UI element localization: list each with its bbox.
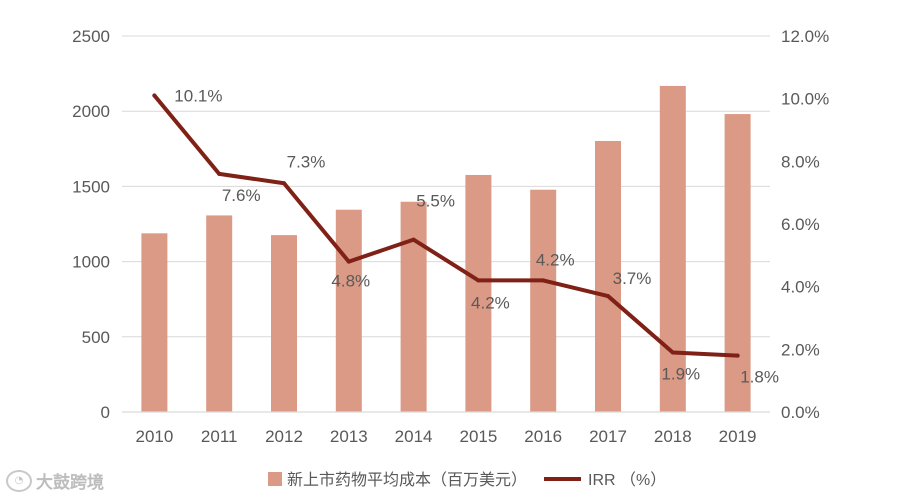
- x-tick-label: 2019: [719, 427, 757, 446]
- x-tick-label: 2010: [135, 427, 173, 446]
- bar: [400, 201, 427, 412]
- irr-point: [346, 259, 351, 264]
- irr-data-label: 10.1%: [174, 87, 222, 106]
- legend-line-label: IRR （%）: [588, 471, 666, 489]
- line-series: [152, 93, 740, 358]
- bar: [335, 209, 362, 412]
- y-right-tick-label: 10.0%: [781, 90, 829, 109]
- irr-point: [735, 353, 740, 358]
- y-left-tick-label: 0: [101, 403, 110, 422]
- y-left-tick-label: 1000: [72, 253, 110, 272]
- irr-point: [217, 171, 222, 176]
- y-left-tick-label: 500: [82, 328, 110, 347]
- irr-data-label: 3.7%: [613, 269, 652, 288]
- y-left-tick-label: 2500: [72, 27, 110, 46]
- bar: [465, 174, 492, 412]
- irr-data-label: 4.2%: [536, 250, 575, 269]
- x-tick-label: 2011: [201, 427, 238, 446]
- x-tick-label: 2014: [395, 427, 433, 446]
- irr-point: [606, 294, 610, 299]
- irr-point: [541, 278, 546, 283]
- y-left-tick-label: 2000: [72, 102, 110, 121]
- irr-point: [670, 350, 675, 355]
- legend: 新上市药物平均成本（百万美元） IRR （%）: [268, 471, 666, 489]
- irr-point: [476, 278, 481, 283]
- y-right-tick-label: 12.0%: [781, 27, 829, 46]
- irr-data-label: 1.8%: [740, 368, 779, 387]
- y-right-tick-label: 4.0%: [781, 278, 820, 297]
- irr-data-label: 4.2%: [471, 293, 510, 312]
- x-tick-label: 2016: [524, 427, 562, 446]
- x-tick-label: 2017: [589, 427, 627, 446]
- irr-line: [152, 93, 740, 358]
- data-labels: 10.1% 7.6% 7.3% 4.8% 5.5% 4.2% 4.2% 3.7% 1.9% 1.8…: [174, 87, 779, 387]
- bar-series: [141, 85, 751, 413]
- irr-data-label: 7.3%: [287, 152, 326, 171]
- bar: [141, 233, 168, 412]
- y-right-tick-label: 2.0%: [781, 340, 820, 359]
- y-right-tick-label: 6.0%: [781, 215, 820, 234]
- bar: [595, 140, 621, 413]
- bar: [206, 215, 233, 412]
- y-right-tick-label: 0.0%: [781, 403, 820, 422]
- bar: [530, 189, 557, 412]
- x-tick-label: 2018: [654, 427, 692, 446]
- x-tick-label: 2013: [330, 427, 368, 446]
- watermark-text: 大鼓跨境: [36, 473, 104, 493]
- x-tick-label: 2012: [265, 427, 303, 446]
- irr-data-label: 5.5%: [416, 192, 455, 211]
- y-left-tick-label: 1500: [72, 177, 110, 196]
- watermark-logo-icon: ◔: [6, 469, 32, 492]
- bar: [271, 235, 297, 412]
- bar: [724, 114, 751, 412]
- bar: [659, 85, 686, 412]
- irr-data-label: 4.8%: [331, 272, 370, 291]
- irr-point: [152, 93, 157, 98]
- x-tick-label: 2015: [459, 427, 497, 446]
- legend-bar-swatch: [268, 472, 282, 486]
- y-right-tick-label: 8.0%: [781, 152, 820, 171]
- irr-point: [411, 237, 416, 242]
- irr-data-label: 7.6%: [222, 186, 261, 205]
- irr-data-label: 1.9%: [661, 364, 700, 383]
- irr-point: [282, 181, 286, 186]
- axes: 0 500 1000 1500 2000 2500 0.0% 2.0% 4.0% 6.0% 8.0%…: [72, 27, 829, 446]
- legend-bar-label: 新上市药物平均成本（百万美元）: [287, 471, 527, 489]
- watermark: ◔ 大鼓跨境: [6, 468, 104, 493]
